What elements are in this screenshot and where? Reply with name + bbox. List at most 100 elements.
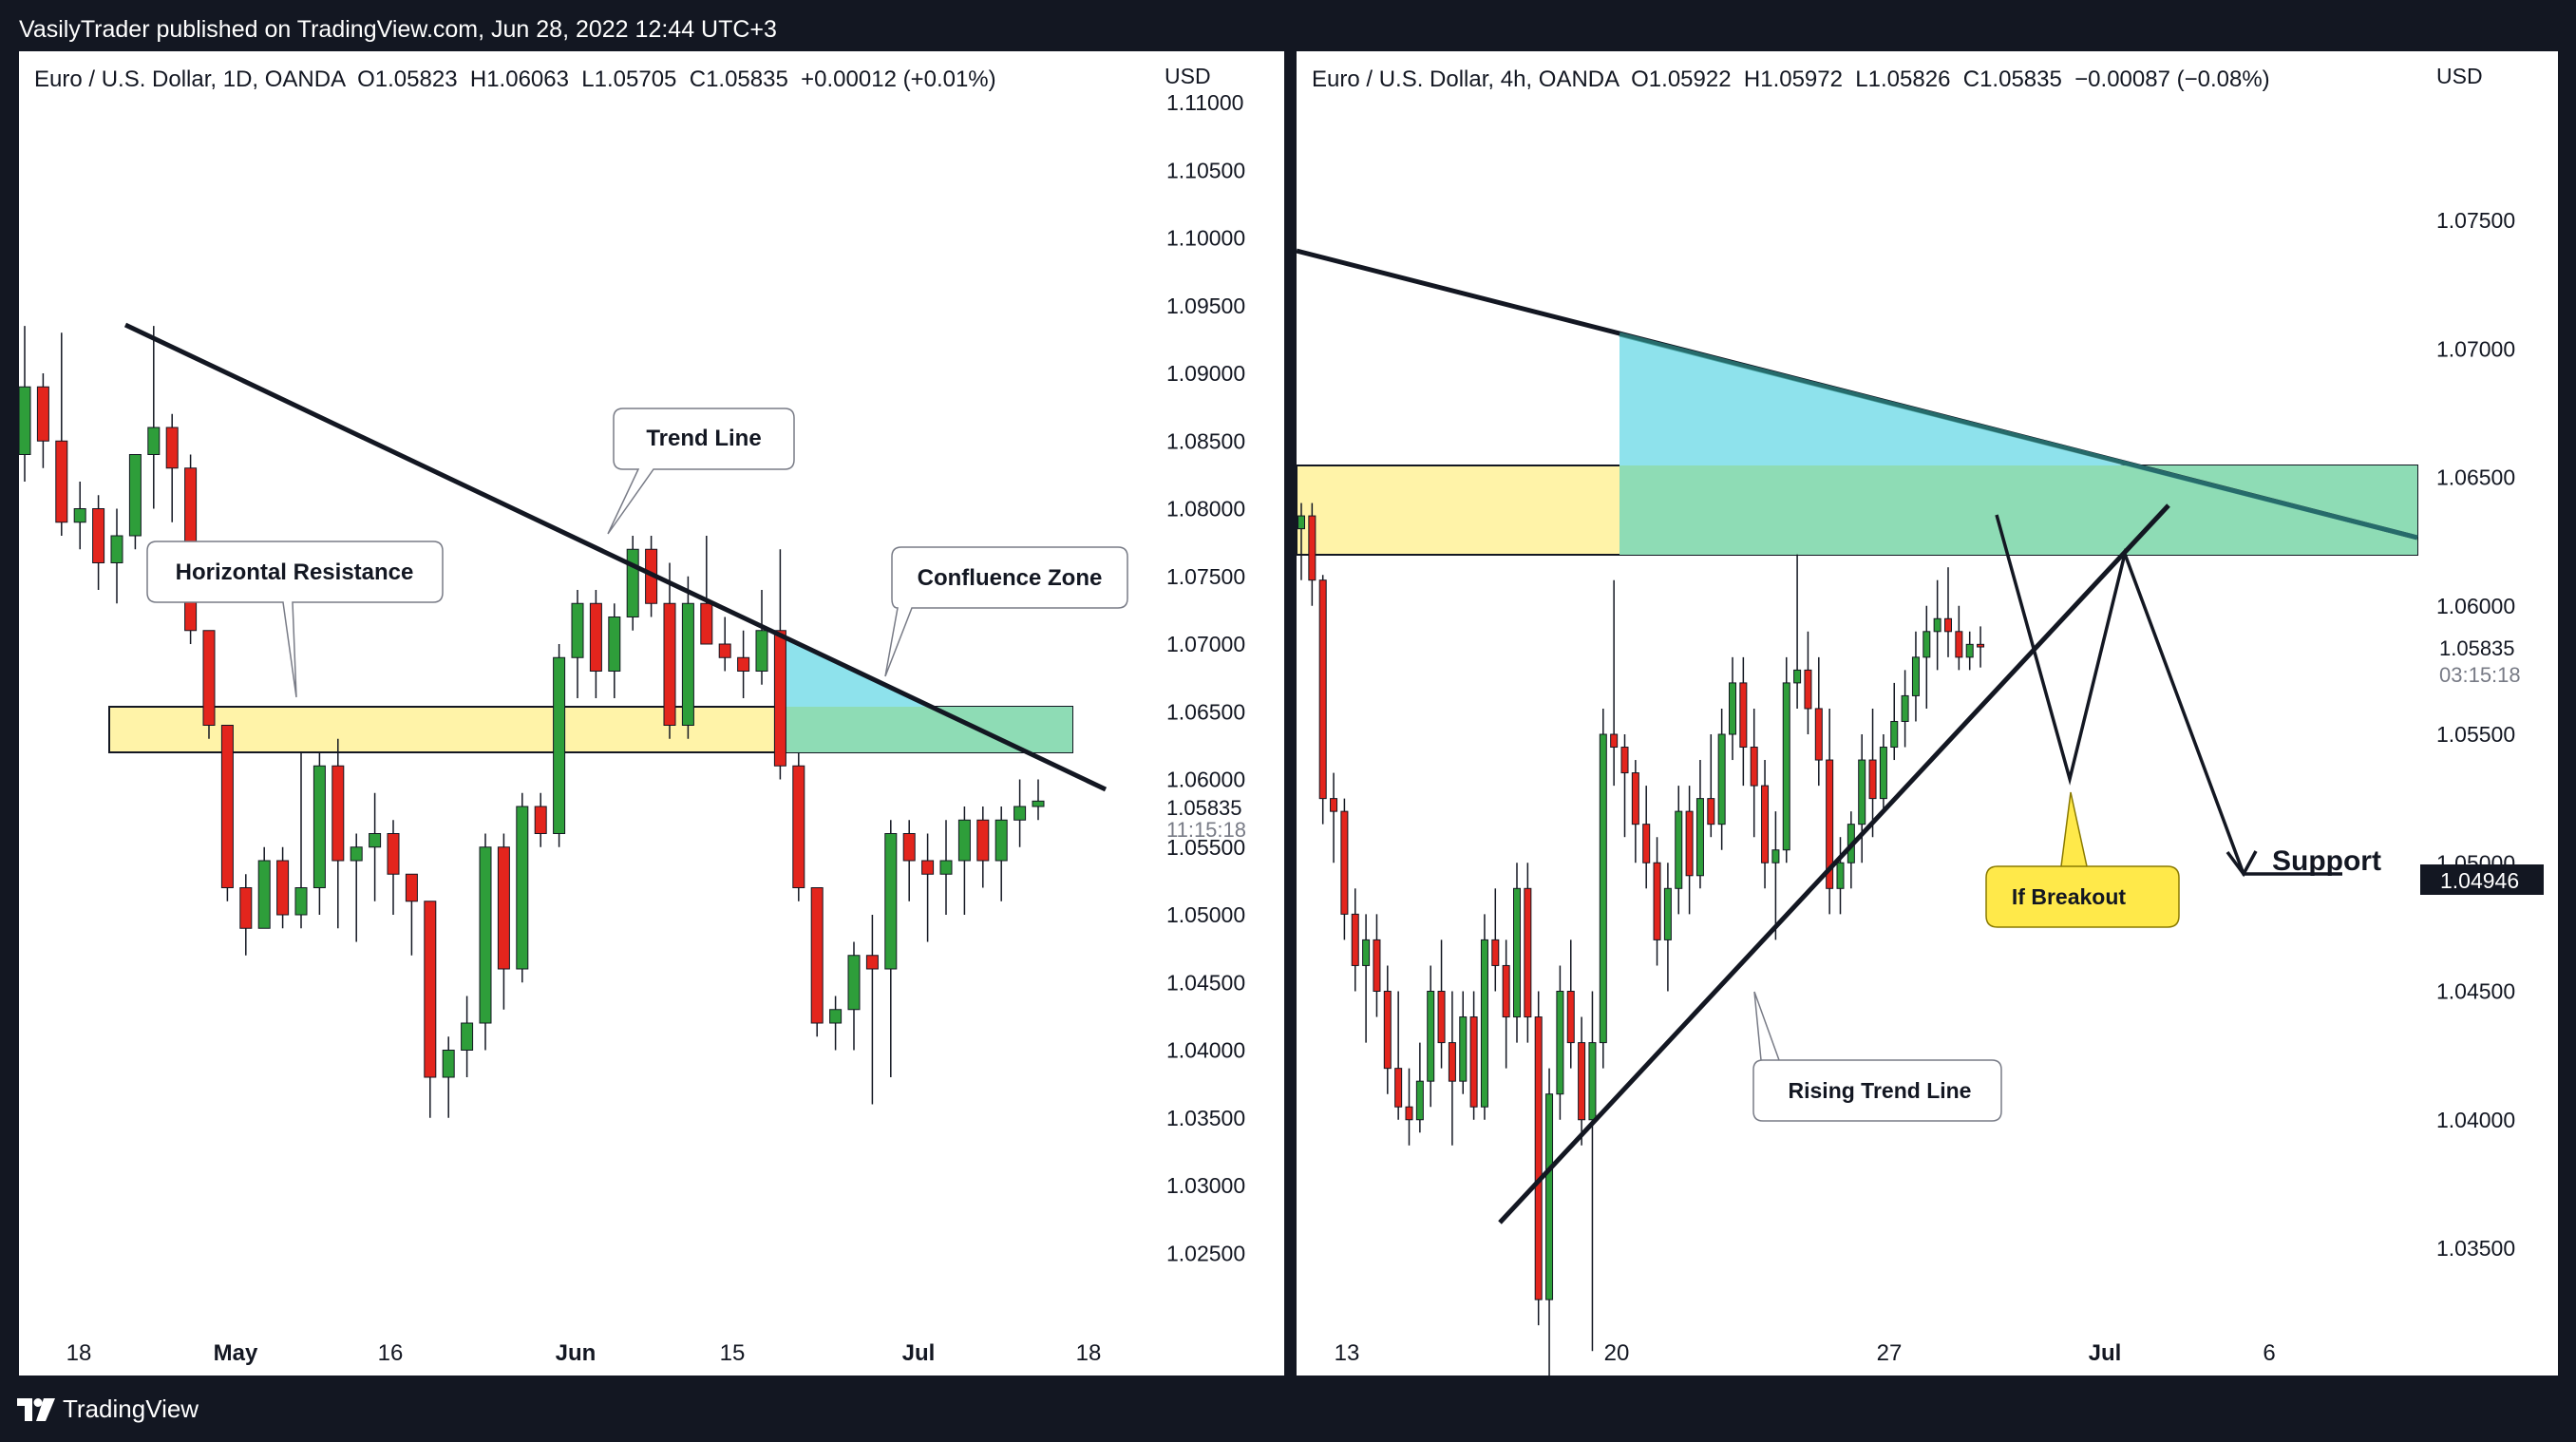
date-axis[interactable]: 18 May 16 Jun 15 Jul 18 bbox=[66, 1340, 1102, 1366]
candle-body bbox=[1729, 682, 1736, 735]
candle bbox=[994, 806, 1008, 901]
symbol-legend[interactable]: Euro / U.S. Dollar, 1D, OANDA O1.05823 H… bbox=[34, 66, 996, 92]
candle-body bbox=[1923, 631, 1931, 658]
price-tick-label: 1.04000 bbox=[2436, 1108, 2515, 1132]
candle bbox=[1362, 914, 1371, 1043]
candle bbox=[718, 617, 731, 672]
candle bbox=[700, 536, 713, 645]
rising-trend-line[interactable] bbox=[1498, 503, 2170, 1224]
candle-body bbox=[1032, 800, 1045, 807]
candle-body bbox=[1804, 669, 1812, 710]
price-tick-label: 1.09000 bbox=[1166, 361, 1245, 386]
candle-body bbox=[1707, 798, 1715, 825]
candle bbox=[1814, 656, 1823, 787]
candle-body bbox=[1901, 694, 1909, 722]
candle-body bbox=[1739, 682, 1748, 749]
candle bbox=[1826, 708, 1834, 915]
candle-body bbox=[36, 386, 49, 442]
candle bbox=[957, 806, 971, 915]
candle bbox=[1566, 939, 1575, 1069]
candle-body bbox=[1383, 991, 1392, 1070]
candle-body bbox=[810, 887, 824, 1024]
candle-body bbox=[1858, 759, 1866, 825]
rising-trend-line-label: Rising Trend Line bbox=[1789, 1078, 1972, 1103]
candle bbox=[902, 820, 916, 901]
candle-body bbox=[663, 602, 676, 726]
candle-body bbox=[1491, 939, 1500, 966]
candle bbox=[1890, 682, 1899, 761]
candle-body bbox=[1911, 656, 1920, 696]
candle-body bbox=[534, 806, 547, 834]
candle bbox=[55, 332, 68, 536]
candle bbox=[19, 326, 31, 482]
candle-body bbox=[313, 765, 326, 888]
candle bbox=[589, 590, 602, 698]
candle-body bbox=[202, 630, 216, 726]
candle bbox=[424, 901, 437, 1118]
candle-body bbox=[1793, 669, 1802, 684]
candle-body bbox=[239, 887, 253, 929]
candle bbox=[147, 326, 161, 509]
candle bbox=[1933, 579, 1941, 671]
candle bbox=[1695, 760, 1704, 889]
candle-body bbox=[1588, 1042, 1597, 1121]
price-axis-currency: USD bbox=[1165, 64, 1211, 88]
candle bbox=[73, 482, 86, 550]
candle bbox=[92, 495, 105, 590]
candle-body bbox=[829, 1009, 843, 1024]
candle-body bbox=[479, 846, 492, 1024]
candle bbox=[128, 454, 142, 550]
candle-body bbox=[939, 860, 953, 875]
candle bbox=[1524, 863, 1532, 1043]
candle-body bbox=[1405, 1106, 1413, 1121]
candle-body bbox=[1933, 617, 1941, 633]
candle bbox=[1793, 554, 1802, 709]
candle bbox=[553, 644, 566, 847]
4h-chart[interactable]: Support If Breakout Rising Trend Line 1.… bbox=[1297, 51, 2558, 1376]
date-axis[interactable]: 13 20 27 Jul 6 bbox=[1335, 1340, 2276, 1366]
breakout-projection-path bbox=[1995, 514, 2342, 876]
price-axis[interactable]: 1.075001.070001.065001.060001.055001.050… bbox=[2436, 208, 2515, 1261]
4h-chart-panel[interactable]: Support If Breakout Rising Trend Line 1.… bbox=[1297, 51, 2558, 1376]
date-tick-label: Jun bbox=[556, 1340, 597, 1366]
candle-body bbox=[553, 656, 566, 834]
candle bbox=[479, 833, 492, 1051]
candle-body bbox=[773, 630, 786, 767]
candle-body bbox=[902, 833, 916, 862]
symbol-legend[interactable]: Euro / U.S. Dollar, 4h, OANDA O1.05922 H… bbox=[1312, 66, 2270, 92]
price-tick-label: 1.10500 bbox=[1166, 158, 1245, 182]
candle bbox=[1427, 965, 1435, 1108]
price-tick-label: 1.04500 bbox=[1166, 970, 1245, 995]
candle bbox=[1631, 760, 1639, 863]
candle-body bbox=[1362, 939, 1371, 966]
candle-body bbox=[994, 819, 1008, 862]
daily-chart[interactable]: 1.11000 1.10500 1.10000 1.09500 1.09000 1.085… bbox=[19, 51, 1284, 1376]
candle bbox=[1761, 760, 1770, 889]
candle bbox=[1437, 939, 1446, 1069]
price-axis[interactable]: 1.11000 1.10500 1.10000 1.09500 1.09000 1.085… bbox=[1166, 90, 1245, 1265]
candle-body bbox=[1695, 798, 1704, 877]
candle-body bbox=[92, 508, 105, 563]
date-tick-label: 16 bbox=[378, 1340, 404, 1366]
candle bbox=[165, 413, 179, 522]
candle bbox=[1373, 914, 1381, 1017]
candle-body bbox=[128, 454, 142, 537]
candle bbox=[1707, 734, 1715, 838]
candle-body bbox=[147, 427, 161, 455]
tradingview-logo-icon bbox=[17, 1397, 55, 1421]
price-tick-label: 1.07500 bbox=[2436, 208, 2515, 233]
candle-body bbox=[1415, 1080, 1424, 1121]
descending-trend-line[interactable] bbox=[123, 322, 1108, 792]
tradingview-brand[interactable]: TradingView bbox=[17, 1395, 199, 1424]
candle bbox=[1771, 811, 1780, 940]
candle-body bbox=[350, 846, 363, 862]
horizontal-resistance-label: Horizontal Resistance bbox=[176, 560, 414, 585]
daily-chart-panel[interactable]: 1.11000 1.10500 1.10000 1.09500 1.09000 1.085… bbox=[19, 51, 1284, 1376]
candle-body bbox=[369, 833, 382, 848]
candle bbox=[1923, 605, 1931, 709]
candle-body bbox=[424, 901, 437, 1078]
price-tick-label: 1.07000 bbox=[2436, 336, 2515, 361]
date-tick-label: 6 bbox=[2263, 1340, 2275, 1366]
support-price-tag bbox=[2420, 864, 2544, 895]
candle-body bbox=[1610, 733, 1619, 749]
